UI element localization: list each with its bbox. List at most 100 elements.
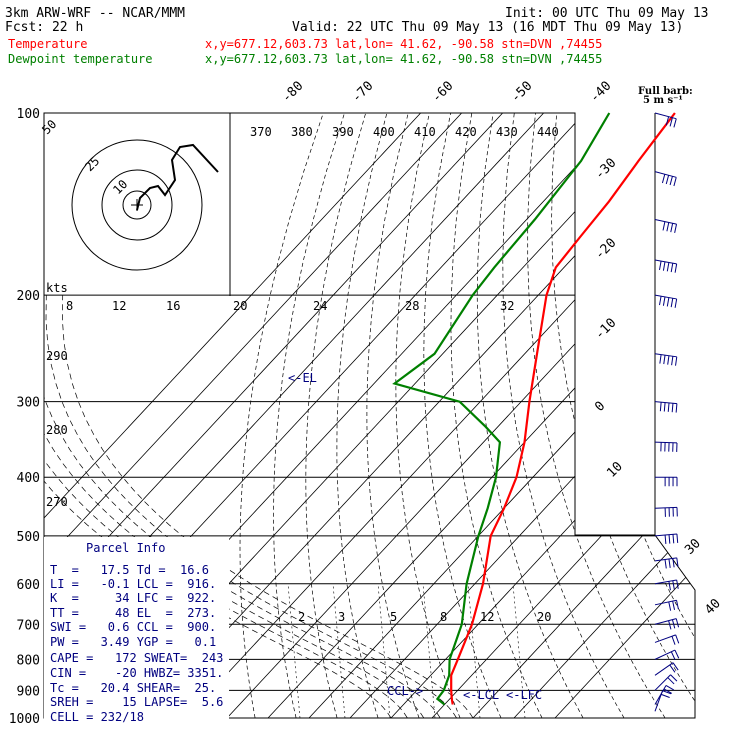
theta-label: 400 [373, 125, 395, 139]
barb-shaft [654, 599, 677, 606]
dry-adiabat [395, 113, 461, 718]
barb-flag [671, 619, 676, 629]
wind-barbs [654, 112, 680, 712]
dry-adiabat [476, 113, 584, 718]
dry-adiabat [597, 113, 695, 718]
wind-barb [654, 533, 679, 545]
wind-barb [655, 476, 678, 487]
theta-label: 430 [496, 125, 518, 139]
barb-flag [672, 534, 675, 544]
wind-barb [654, 557, 679, 569]
mixing-ratio-label: 3 [338, 610, 345, 624]
barb-flag [663, 688, 673, 694]
isotherm-label: -40 [587, 79, 614, 106]
barb-flag [669, 664, 676, 673]
barb-flag [673, 177, 677, 187]
wind-barb [654, 219, 678, 234]
barb-flag [668, 581, 671, 591]
wind-barb [654, 662, 679, 676]
isotherm-line [185, 113, 695, 718]
theta-label: 420 [455, 125, 477, 139]
mixing-ratio-label: 20 [537, 610, 551, 624]
hodograph-trace [136, 143, 219, 211]
dry-adiabat [273, 113, 345, 718]
barb-flag [664, 559, 667, 569]
barb-flag [659, 261, 662, 271]
barb-flag [666, 262, 670, 272]
isotherm-line [390, 113, 695, 718]
dry-adiabat [574, 113, 695, 718]
hodograph-ring [122, 190, 152, 220]
barb-shaft [654, 112, 677, 120]
barb-flag [670, 651, 676, 661]
wind-barb [654, 599, 679, 611]
parcel-info-line: CAPE = 172 SWEAT= 243 [50, 651, 223, 665]
barb-flag [670, 298, 674, 308]
mixing-ratio-line [332, 583, 346, 718]
barb-flag [668, 558, 671, 568]
barb-flag [666, 222, 670, 232]
barb-flag [675, 356, 678, 366]
barb-flag [670, 263, 674, 273]
dry-adiabat [366, 113, 420, 718]
dewpoint-trace [392, 112, 611, 706]
mixing-ratio-label: 8 [440, 610, 447, 624]
barb-flag [662, 296, 666, 306]
barb-flag [668, 534, 671, 544]
dry-adiabat [705, 113, 740, 718]
mixing-ratio-top-label: 32 [500, 299, 514, 313]
dry-adiabat [527, 113, 666, 718]
hodograph-ring-label: 10 [110, 177, 130, 197]
pressure-tick-label: 900 [17, 684, 40, 699]
barb-flag [659, 296, 662, 306]
hodograph-ring [71, 139, 203, 271]
barb-shaft [654, 557, 677, 562]
isotherm-label: 10 [604, 459, 626, 481]
wind-barb [654, 618, 680, 630]
barb-shaft [654, 441, 678, 444]
barb-flag [674, 649, 680, 659]
legend-temperature-info: x,y=677.12,603.73 lat,lon= 41.62, -90.58… [205, 37, 602, 51]
barb-flag [665, 685, 675, 691]
wind-barb [654, 112, 677, 128]
barb-flag [668, 601, 672, 611]
theta-label: 410 [414, 125, 436, 139]
legend-dewpoint-name: Dewpoint temperature [8, 52, 153, 66]
parcel-info-line: Tc = 20.4 SHEAR= 25. [50, 681, 216, 695]
isotherm-label: 40 [702, 596, 724, 618]
pressure-tick-label: 300 [17, 396, 40, 411]
isotherm-line [513, 113, 695, 718]
parcel-info-lines: T = 17.5 Td = 16.6 LI = -0.1 LCL = 916. … [50, 563, 223, 724]
dry-adiabat [502, 113, 625, 718]
isotherm-line [44, 113, 503, 718]
wind-barb [654, 685, 675, 705]
isotherm-line [554, 113, 695, 718]
barb-flag [663, 402, 666, 412]
wind-barb [654, 294, 678, 308]
pressure-tick-label: 100 [17, 107, 40, 122]
barb-flag [665, 175, 670, 185]
barb-flag [676, 600, 679, 610]
parcel-info-line: K = 34 LFC = 922. [50, 591, 216, 605]
barb-flag [672, 580, 675, 590]
hodograph-kts-label: kts [46, 281, 68, 295]
barb-flag [676, 557, 679, 567]
barb-flag [674, 224, 678, 234]
isotherm-line [44, 113, 462, 718]
isotherm-line [472, 113, 695, 718]
wind-barb [654, 634, 680, 645]
legend-temperature-name: Temperature [8, 37, 87, 51]
dry-adiabat [305, 113, 367, 718]
init-time: Init: 00 UTC Thu 09 May 13 [505, 6, 709, 21]
wind-barb [654, 649, 680, 661]
barb-flag [662, 690, 672, 695]
barb-flag [672, 600, 676, 610]
barb-flag [674, 263, 678, 273]
barb-flag [661, 174, 666, 184]
isotherm-label: -70 [349, 79, 376, 106]
barb-flag [667, 402, 670, 412]
barb-flag [675, 634, 680, 644]
theta-label: 380 [291, 125, 313, 139]
dry-adiabat [423, 113, 502, 718]
theta-label: 440 [537, 125, 559, 139]
